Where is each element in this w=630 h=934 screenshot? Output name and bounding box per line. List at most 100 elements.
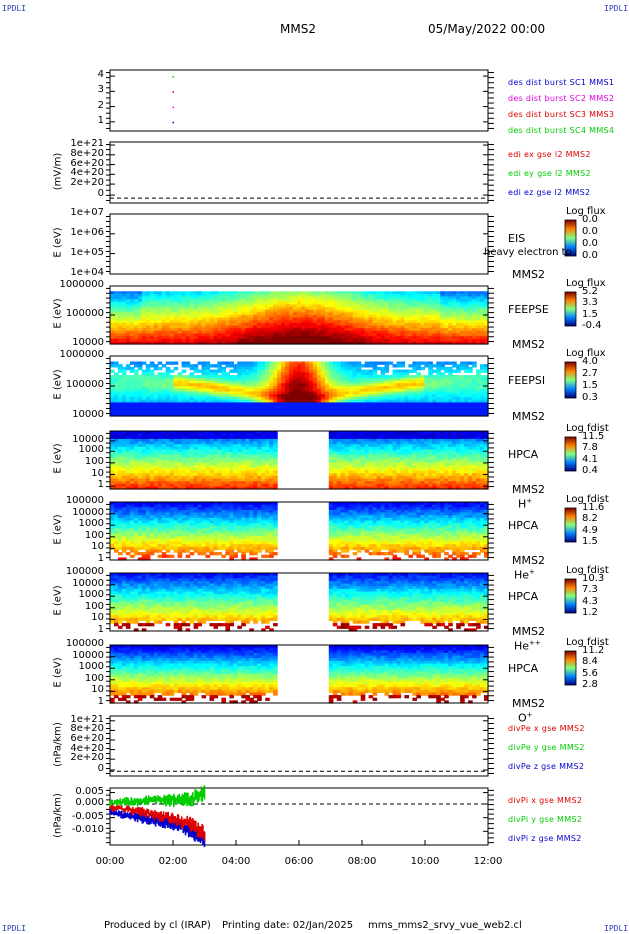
p5-cell bbox=[277, 399, 282, 403]
p5-cell bbox=[352, 361, 358, 365]
p5-cell bbox=[265, 377, 270, 382]
p4-cell bbox=[312, 320, 318, 324]
p5-cell bbox=[312, 372, 318, 376]
p6-cell bbox=[245, 431, 250, 435]
p4-cell bbox=[153, 296, 159, 300]
p5-cell bbox=[424, 394, 429, 398]
p4-cell bbox=[249, 325, 254, 329]
p5-cell bbox=[118, 380, 123, 384]
p4-cell bbox=[129, 341, 135, 345]
p6-cell bbox=[249, 465, 254, 469]
p4-cell bbox=[476, 317, 481, 321]
p4-cell bbox=[328, 309, 334, 313]
p5-cell bbox=[129, 361, 135, 365]
p5-cell bbox=[364, 388, 370, 392]
p4-cell bbox=[416, 296, 421, 300]
p5-cell bbox=[396, 377, 402, 382]
p5-cell bbox=[472, 386, 477, 390]
p4-cell bbox=[249, 304, 254, 308]
p6-cell bbox=[149, 433, 155, 437]
p5-cell bbox=[424, 407, 429, 412]
p4-cell bbox=[348, 299, 354, 303]
p6-cell bbox=[153, 441, 159, 445]
p4-cell bbox=[157, 330, 163, 334]
p5-cell bbox=[273, 383, 278, 387]
p5-cell bbox=[332, 413, 338, 417]
p5-cell bbox=[110, 410, 115, 414]
p5-cell bbox=[277, 391, 282, 395]
p6-cell bbox=[340, 431, 346, 435]
p6-cell bbox=[269, 470, 274, 474]
p5-cell bbox=[436, 377, 441, 382]
p4-cell bbox=[340, 309, 346, 313]
p4-cell bbox=[173, 322, 179, 327]
p4-cell bbox=[233, 301, 238, 305]
p5-cell bbox=[328, 364, 334, 368]
p6-cell bbox=[201, 446, 207, 450]
p4-cell bbox=[484, 330, 489, 334]
p4-cell bbox=[392, 317, 398, 321]
p5-cell bbox=[265, 394, 270, 398]
p6-cell bbox=[165, 481, 171, 485]
p4-cell bbox=[189, 299, 195, 303]
p6-cell bbox=[177, 433, 183, 437]
p4-cell bbox=[245, 315, 250, 319]
p5-cell bbox=[408, 405, 413, 409]
p4-cell bbox=[165, 320, 171, 324]
p4-cell bbox=[125, 296, 131, 300]
p6-cell bbox=[110, 478, 115, 482]
p6-cell bbox=[344, 486, 350, 490]
p5-cell bbox=[464, 391, 469, 395]
p6-cell bbox=[352, 457, 358, 461]
p5-cell bbox=[265, 407, 270, 412]
p4-cell bbox=[213, 309, 219, 313]
p4-cell bbox=[161, 315, 167, 319]
p4-cell bbox=[229, 291, 234, 295]
p5-cell bbox=[281, 361, 286, 365]
p6-cell bbox=[269, 454, 274, 458]
p5-cell bbox=[476, 396, 481, 401]
p5-cell bbox=[229, 396, 234, 401]
p6-cell bbox=[213, 441, 219, 445]
p5-cell bbox=[213, 394, 219, 398]
p4-cell bbox=[153, 299, 159, 303]
p6-cell bbox=[205, 449, 211, 453]
p4-cell bbox=[245, 317, 250, 321]
p4-cell bbox=[412, 333, 417, 337]
p5-cell bbox=[380, 372, 386, 376]
p4-cell bbox=[169, 299, 175, 303]
p5-cell bbox=[360, 388, 366, 392]
p6-cell bbox=[173, 470, 179, 474]
p5-cell bbox=[237, 410, 242, 414]
p6-cell bbox=[118, 446, 123, 450]
p6-cell bbox=[265, 441, 270, 445]
p4-cell bbox=[316, 338, 322, 342]
p6-cell bbox=[328, 452, 334, 456]
p5-cell bbox=[388, 410, 394, 414]
p4-cell bbox=[257, 341, 262, 345]
p6-cell bbox=[165, 475, 171, 479]
p6-cell bbox=[149, 467, 155, 472]
p5-cell bbox=[305, 377, 310, 382]
p4-cell bbox=[352, 336, 358, 340]
p6-cell bbox=[237, 438, 242, 443]
p6-cell bbox=[364, 483, 370, 487]
p4-cell bbox=[177, 330, 183, 334]
p6-cell bbox=[269, 462, 274, 466]
p6-cell bbox=[125, 486, 131, 490]
p6-cell bbox=[356, 444, 362, 448]
p6-cell bbox=[177, 475, 183, 479]
p4-cell bbox=[432, 296, 437, 300]
p6-cell bbox=[392, 483, 398, 487]
p4-cell bbox=[364, 322, 370, 327]
p5-cell bbox=[305, 413, 310, 417]
p4-cell bbox=[285, 328, 290, 332]
p4-cell bbox=[424, 338, 429, 342]
p4-cell bbox=[336, 315, 342, 319]
p5-cell bbox=[420, 375, 425, 379]
p4-cell bbox=[324, 333, 330, 337]
p4-cell bbox=[404, 312, 409, 316]
p6-cell bbox=[165, 433, 171, 437]
p5-cell bbox=[408, 369, 413, 373]
p6-cell bbox=[380, 454, 386, 458]
